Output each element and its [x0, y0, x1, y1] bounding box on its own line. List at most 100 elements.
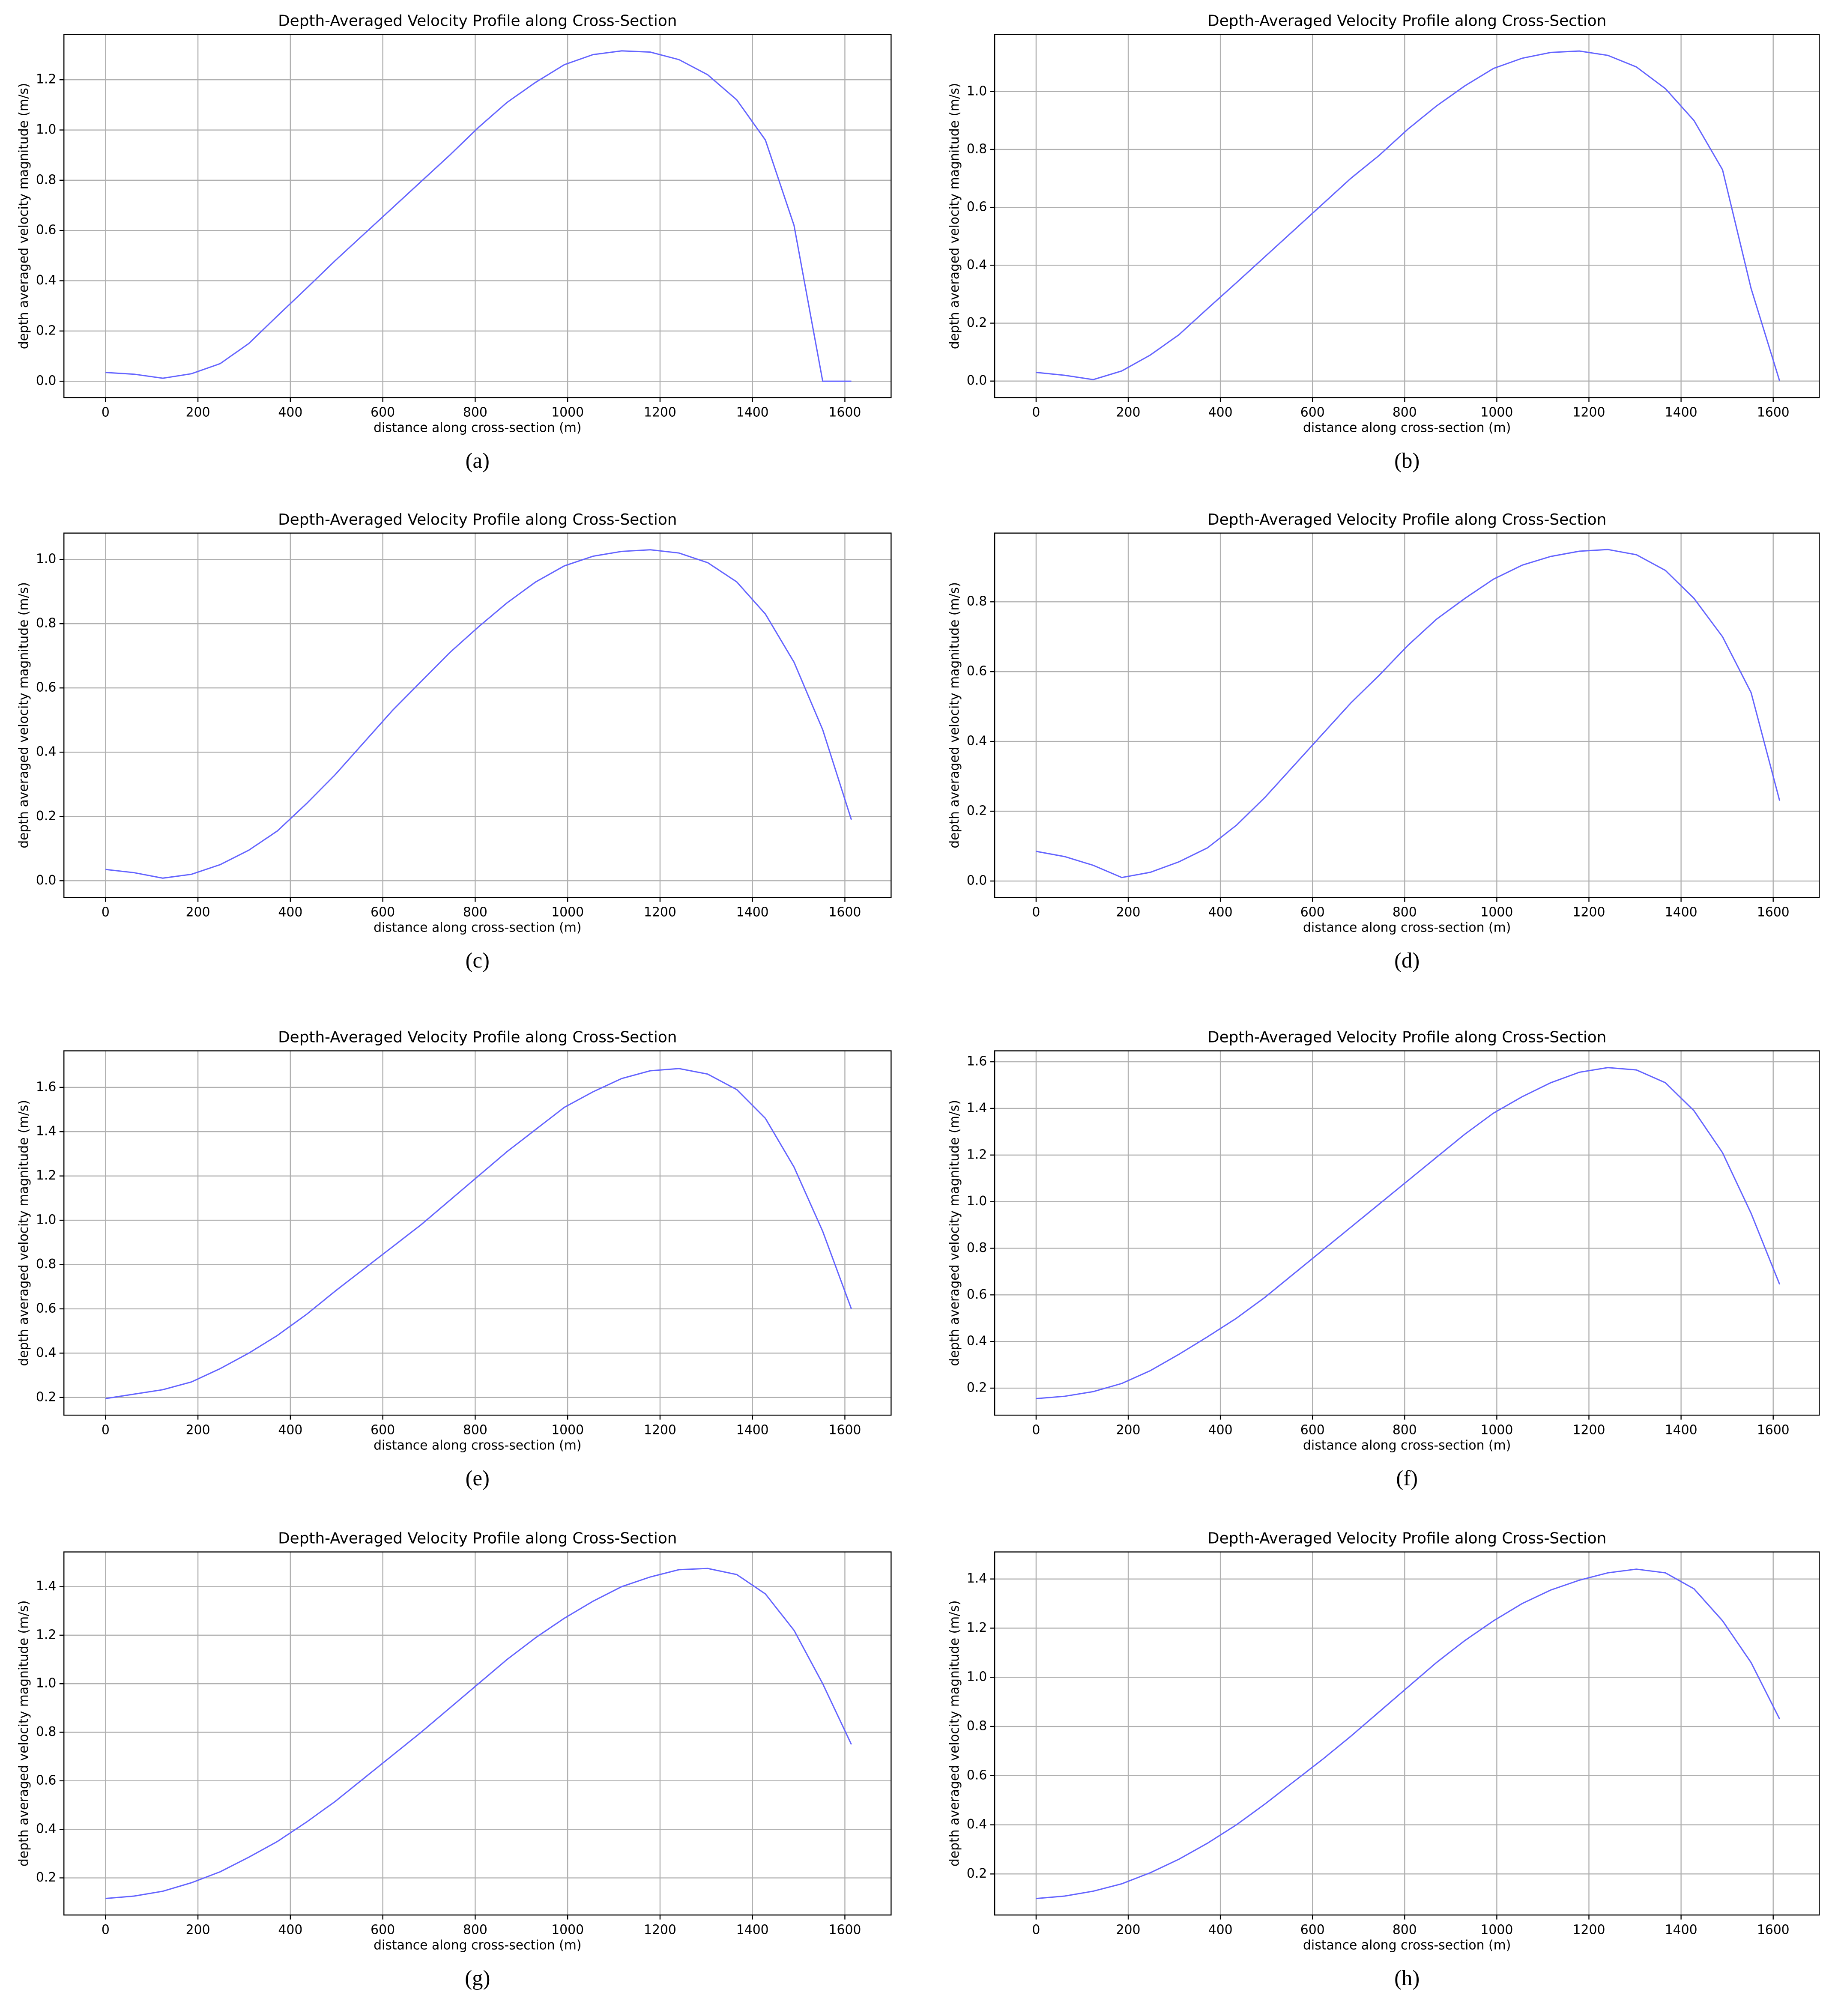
y-tick-label: 0.6	[36, 223, 56, 238]
y-tick-label: 1.2	[967, 1147, 987, 1162]
y-tick-label: 0.0	[967, 873, 987, 888]
x-tick-label: 600	[371, 905, 395, 920]
y-tick-label: 0.2	[36, 1389, 56, 1404]
y-axis-label: depth averaged velocity magnitude (m/s)	[947, 582, 962, 848]
x-tick-label: 800	[1393, 405, 1417, 420]
y-tick-label: 0.6	[36, 680, 56, 695]
y-tick-label: 0.2	[967, 315, 987, 330]
x-tick-label: 200	[1116, 1422, 1141, 1437]
y-tick-label: 0.2	[36, 809, 56, 824]
caption: (a)	[466, 448, 490, 472]
x-tick-label: 1200	[1573, 405, 1605, 420]
x-tick-label: 600	[1300, 405, 1325, 420]
y-tick-label: 1.0	[967, 1194, 987, 1209]
subplot: Depth-Averaged Velocity Profile along Cr…	[947, 1530, 1820, 1990]
x-tick-label: 1400	[736, 405, 769, 420]
y-tick-label: 0.8	[36, 1724, 56, 1739]
x-tick-label: 600	[371, 405, 395, 420]
x-tick-label: 1600	[1757, 1923, 1790, 1938]
y-axis-label: depth averaged velocity magnitude (m/s)	[947, 83, 962, 349]
x-tick-label: 1000	[551, 905, 584, 920]
y-tick-label: 0.4	[36, 744, 56, 759]
x-tick-label: 800	[1393, 1923, 1417, 1938]
x-tick-label: 400	[1208, 1422, 1233, 1437]
x-axis-label: distance along cross-section (m)	[1303, 1438, 1511, 1453]
x-tick-label: 600	[1300, 905, 1325, 920]
caption: (d)	[1394, 948, 1420, 972]
x-tick-label: 0	[102, 905, 110, 920]
y-tick-label: 0.6	[967, 664, 987, 679]
subplot: Depth-Averaged Velocity Profile along Cr…	[947, 12, 1820, 472]
x-tick-label: 800	[1393, 905, 1417, 920]
x-tick-label: 1400	[736, 1422, 769, 1437]
y-tick-label: 0.4	[36, 1345, 56, 1360]
x-tick-label: 1200	[644, 405, 676, 420]
y-tick-label: 1.0	[36, 552, 56, 567]
caption: (b)	[1394, 448, 1420, 472]
x-axis-label: distance along cross-section (m)	[1303, 1938, 1511, 1953]
data-line	[105, 1068, 852, 1399]
x-tick-label: 400	[278, 405, 302, 420]
caption: (h)	[1394, 1966, 1420, 1990]
subplot: Depth-Averaged Velocity Profile along Cr…	[16, 12, 892, 472]
y-tick-label: 1.4	[36, 1579, 56, 1594]
x-tick-label: 800	[463, 905, 487, 920]
x-tick-label: 200	[1116, 1923, 1141, 1938]
x-tick-label: 0	[1032, 905, 1040, 920]
y-tick-label: 0.2	[967, 1380, 987, 1395]
x-tick-label: 1000	[551, 405, 584, 420]
data-line	[1036, 50, 1781, 382]
y-tick-label: 0.2	[967, 1866, 987, 1881]
x-tick-label: 1200	[1573, 905, 1605, 920]
y-tick-label: 0.0	[36, 873, 56, 888]
y-tick-label: 0.6	[967, 200, 987, 215]
y-axis-label: depth averaged velocity magnitude (m/s)	[16, 582, 31, 848]
x-tick-label: 1600	[829, 905, 861, 920]
x-tick-label: 1600	[829, 1422, 861, 1437]
plot-frame	[994, 532, 1820, 898]
y-axis-label: depth averaged velocity magnitude (m/s)	[947, 1100, 962, 1366]
y-tick-label: 0.6	[36, 1301, 56, 1316]
plot-frame	[994, 34, 1820, 398]
caption: (f)	[1396, 1466, 1418, 1490]
plot-frame	[994, 1551, 1820, 1916]
x-tick-label: 200	[1116, 905, 1141, 920]
x-tick-label: 400	[278, 905, 302, 920]
x-tick-label: 600	[371, 1422, 395, 1437]
x-tick-label: 0	[1032, 1422, 1040, 1437]
chart-title: Depth-Averaged Velocity Profile along Cr…	[1207, 12, 1606, 30]
x-tick-label: 800	[1393, 1422, 1417, 1437]
plot-frame	[994, 1050, 1820, 1416]
x-tick-label: 1200	[644, 1422, 676, 1437]
x-tick-label: 1400	[1665, 1923, 1698, 1938]
x-tick-label: 600	[1300, 1422, 1325, 1437]
data-line	[1036, 1067, 1781, 1399]
x-tick-label: 1600	[1757, 405, 1790, 420]
subplot: Depth-Averaged Velocity Profile along Cr…	[16, 511, 892, 972]
y-tick-label: 1.0	[967, 1670, 987, 1684]
x-tick-label: 1200	[1573, 1923, 1605, 1938]
plot-frame	[63, 34, 892, 398]
y-tick-label: 0.2	[967, 803, 987, 818]
x-tick-label: 1400	[736, 905, 769, 920]
caption: (e)	[466, 1466, 490, 1490]
caption: (c)	[466, 948, 490, 972]
data-line	[1036, 1568, 1781, 1900]
data-line	[105, 1568, 852, 1900]
data-line	[1036, 549, 1781, 878]
y-tick-label: 0.8	[967, 1719, 987, 1734]
x-axis-label: distance along cross-section (m)	[374, 920, 581, 935]
y-tick-label: 1.0	[36, 1213, 56, 1228]
y-tick-label: 0.4	[967, 257, 987, 272]
x-axis-label: distance along cross-section (m)	[1303, 420, 1511, 435]
y-tick-label: 0.6	[36, 1773, 56, 1788]
x-tick-label: 1000	[1480, 405, 1513, 420]
y-tick-label: 0.2	[36, 323, 56, 338]
x-axis-label: distance along cross-section (m)	[374, 1438, 581, 1453]
x-tick-label: 200	[186, 1422, 210, 1437]
x-tick-label: 1600	[829, 405, 861, 420]
x-tick-label: 1400	[1665, 1422, 1698, 1437]
y-tick-label: 1.6	[36, 1079, 56, 1094]
y-axis-label: depth averaged velocity magnitude (m/s)	[947, 1601, 962, 1867]
